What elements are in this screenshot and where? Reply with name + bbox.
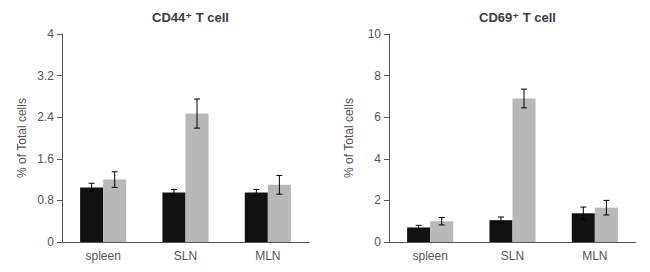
svg-text:MLN: MLN — [582, 249, 607, 263]
svg-text:4: 4 — [374, 152, 381, 166]
svg-text:MLN: MLN — [255, 249, 280, 263]
svg-text:CD44⁺ T cell: CD44⁺ T cell — [152, 10, 229, 25]
svg-text:8: 8 — [374, 69, 381, 83]
svg-text:spleen: spleen — [85, 249, 120, 263]
svg-text:1.6: 1.6 — [37, 152, 54, 166]
svg-text:3.2: 3.2 — [37, 69, 54, 83]
svg-text:6: 6 — [374, 110, 381, 124]
svg-text:CD69⁺ T cell: CD69⁺ T cell — [479, 10, 556, 25]
svg-text:2: 2 — [374, 193, 381, 207]
svg-text:10: 10 — [368, 27, 382, 41]
svg-text:% of Total cells: % of Total cells — [342, 98, 356, 178]
svg-text:SLN: SLN — [501, 249, 524, 263]
svg-text:0.8: 0.8 — [37, 193, 54, 207]
svg-text:0: 0 — [47, 235, 54, 249]
svg-text:0: 0 — [374, 235, 381, 249]
svg-text:spleen: spleen — [412, 249, 447, 263]
svg-text:% of Total cells: % of Total cells — [15, 98, 29, 178]
svg-text:SLN: SLN — [174, 249, 197, 263]
svg-text:2.4: 2.4 — [37, 110, 54, 124]
svg-text:4: 4 — [47, 27, 54, 41]
